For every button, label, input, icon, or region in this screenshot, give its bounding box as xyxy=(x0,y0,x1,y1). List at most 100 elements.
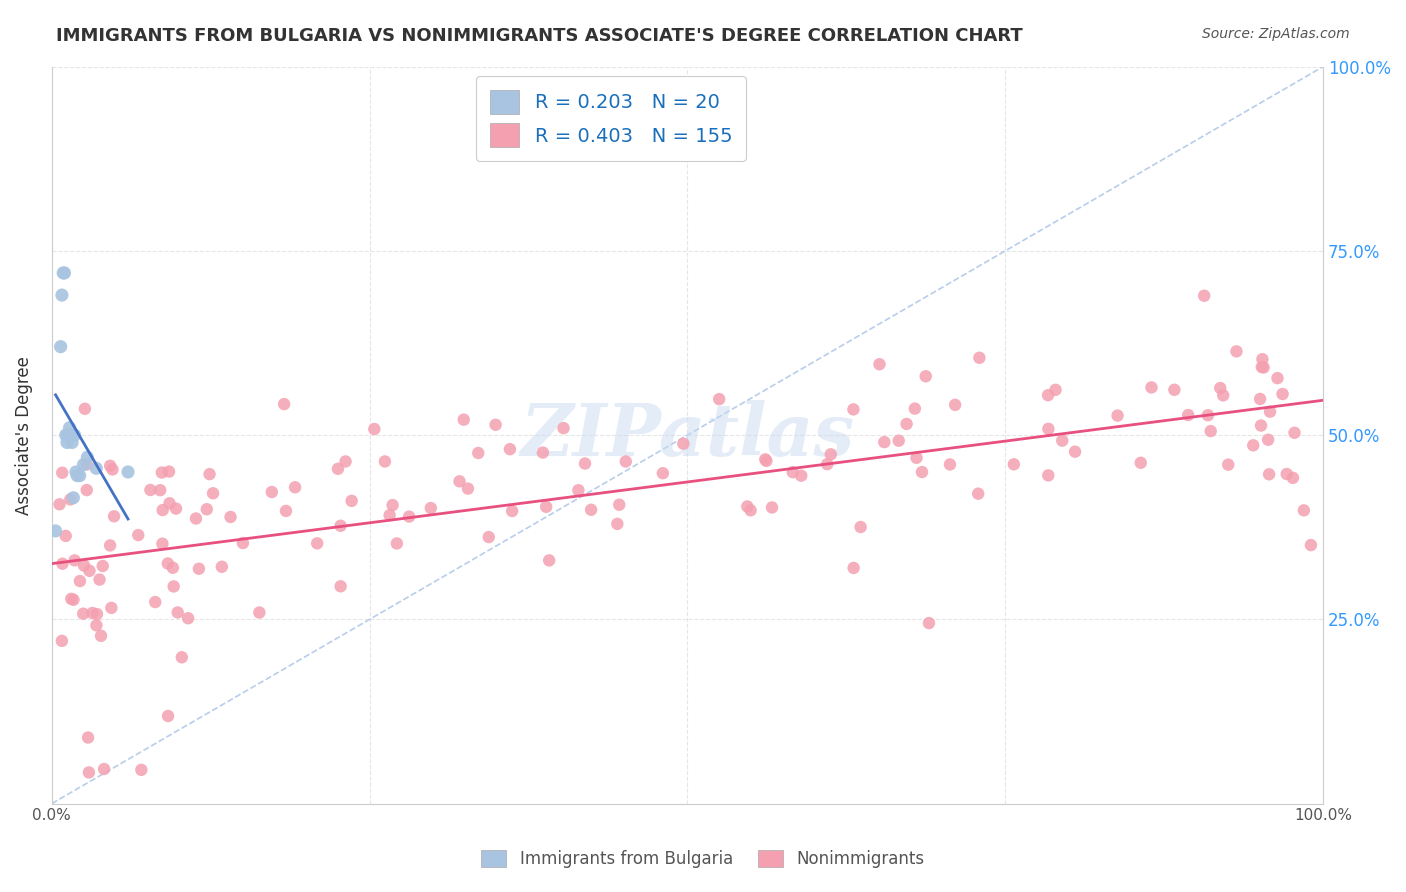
Point xyxy=(157,709,180,723)
Point xyxy=(51,633,73,648)
Point xyxy=(849,520,872,534)
Point xyxy=(790,468,813,483)
Point xyxy=(63,553,86,567)
Point xyxy=(1258,405,1281,419)
Point xyxy=(65,465,87,479)
Point xyxy=(89,573,111,587)
Point xyxy=(60,591,83,606)
Point xyxy=(59,492,82,507)
Point xyxy=(842,402,865,417)
Point xyxy=(614,454,637,468)
Point xyxy=(163,579,186,593)
Point xyxy=(84,461,107,475)
Point xyxy=(51,288,73,302)
Point xyxy=(363,422,385,436)
Point xyxy=(143,595,166,609)
Point xyxy=(398,509,420,524)
Point xyxy=(202,486,225,500)
Point xyxy=(247,606,270,620)
Point xyxy=(58,421,80,435)
Point xyxy=(55,428,77,442)
Point xyxy=(869,357,891,371)
Point xyxy=(553,421,575,435)
Point xyxy=(82,606,104,620)
Point xyxy=(1275,467,1298,481)
Point xyxy=(484,417,506,432)
Point xyxy=(1299,538,1322,552)
Point xyxy=(59,428,82,442)
Point xyxy=(606,516,628,531)
Point xyxy=(911,465,934,479)
Point xyxy=(378,508,401,523)
Point xyxy=(1045,383,1067,397)
Point xyxy=(62,592,84,607)
Point xyxy=(740,503,762,517)
Point xyxy=(127,528,149,542)
Point xyxy=(198,467,221,482)
Point xyxy=(709,392,731,406)
Point xyxy=(969,351,991,365)
Point xyxy=(782,465,804,479)
Point xyxy=(1163,383,1185,397)
Point xyxy=(1107,409,1129,423)
Point xyxy=(170,650,193,665)
Text: ZIPatlas: ZIPatlas xyxy=(520,400,855,471)
Point xyxy=(56,435,79,450)
Point xyxy=(1064,444,1087,458)
Point xyxy=(326,462,349,476)
Point xyxy=(820,447,842,461)
Point xyxy=(1257,433,1279,447)
Point xyxy=(943,398,966,412)
Point xyxy=(165,501,187,516)
Point xyxy=(501,504,523,518)
Point xyxy=(284,480,307,494)
Point xyxy=(842,561,865,575)
Point xyxy=(1140,380,1163,394)
Point xyxy=(499,442,522,457)
Point xyxy=(1192,289,1215,303)
Point xyxy=(1250,359,1272,374)
Point xyxy=(887,434,910,448)
Point xyxy=(478,530,501,544)
Point xyxy=(66,468,89,483)
Point xyxy=(91,559,114,574)
Point xyxy=(1038,422,1060,436)
Point xyxy=(329,579,352,593)
Point xyxy=(98,458,121,473)
Point xyxy=(449,475,471,489)
Point xyxy=(73,558,96,573)
Point xyxy=(385,536,408,550)
Point xyxy=(1197,409,1219,423)
Point xyxy=(335,454,357,468)
Point xyxy=(260,485,283,500)
Point xyxy=(815,457,838,471)
Point xyxy=(77,765,100,780)
Point xyxy=(76,458,98,472)
Point xyxy=(531,445,554,459)
Point xyxy=(1284,425,1306,440)
Legend: R = 0.203   N = 20, R = 0.403   N = 155: R = 0.203 N = 20, R = 0.403 N = 155 xyxy=(477,77,747,161)
Point xyxy=(69,574,91,588)
Point xyxy=(1241,438,1264,452)
Point xyxy=(73,401,96,416)
Text: IMMIGRANTS FROM BULGARIA VS NONIMMIGRANTS ASSOCIATE'S DEGREE CORRELATION CHART: IMMIGRANTS FROM BULGARIA VS NONIMMIGRANT… xyxy=(56,27,1024,45)
Point xyxy=(453,412,475,426)
Point xyxy=(1258,467,1281,482)
Point xyxy=(1002,458,1025,472)
Point xyxy=(49,340,72,354)
Point xyxy=(117,465,139,479)
Point xyxy=(329,518,352,533)
Point xyxy=(1209,381,1232,395)
Point xyxy=(1282,471,1305,485)
Point xyxy=(755,454,778,468)
Point xyxy=(76,450,98,465)
Point xyxy=(53,266,76,280)
Point xyxy=(150,466,173,480)
Legend: Immigrants from Bulgaria, Nonimmigrants: Immigrants from Bulgaria, Nonimmigrants xyxy=(475,843,931,875)
Point xyxy=(967,486,990,500)
Point xyxy=(1249,392,1271,406)
Point xyxy=(457,482,479,496)
Point xyxy=(184,511,207,525)
Point xyxy=(86,618,108,632)
Point xyxy=(307,536,329,550)
